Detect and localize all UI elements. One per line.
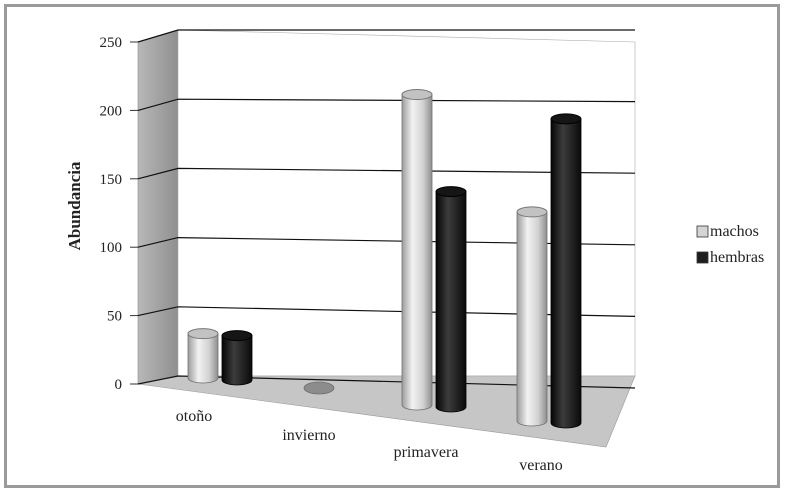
x-tick-label: verano [519,457,563,474]
y-tick-label: 0 [115,377,123,393]
y-tick-label: 200 [100,103,123,119]
bar-machos-otoño [187,328,219,384]
gridline [137,29,635,43]
bars [187,89,582,429]
gridline [137,306,636,317]
x-tick-label: invierno [282,427,335,444]
gridlines [130,29,636,389]
gridline [137,98,636,111]
gridline [137,167,636,180]
bar-hembras-verano [550,113,582,429]
gridline [137,236,636,248]
y-tick-label: 250 [100,35,123,51]
x-tick-label: primavera [394,444,459,461]
x-tick-label: otoño [176,408,212,425]
y-tick-label: 50 [107,309,122,325]
bar-machos-invierno [303,381,335,395]
gridline [137,375,636,389]
legend-swatch [696,225,709,238]
legend-swatch [696,251,709,264]
y-axis-title: Abundancia [65,161,84,250]
y-tick-labels: 0 50 100 150 200 250 [100,35,123,393]
bar-machos-primavera [401,89,433,411]
legend: machos hembras [696,223,764,266]
bar-hembras-otoño [221,330,253,386]
y-tick-label: 100 [100,240,123,256]
category-labels: otoño invierno primavera verano [176,408,563,474]
legend-label: machos [710,223,759,240]
bar-machos-verano [516,206,548,427]
bar-hembras-primavera [435,186,467,413]
y-tick-label: 150 [100,172,123,188]
chart-side-wall [137,29,179,385]
legend-label: hembras [710,249,764,266]
